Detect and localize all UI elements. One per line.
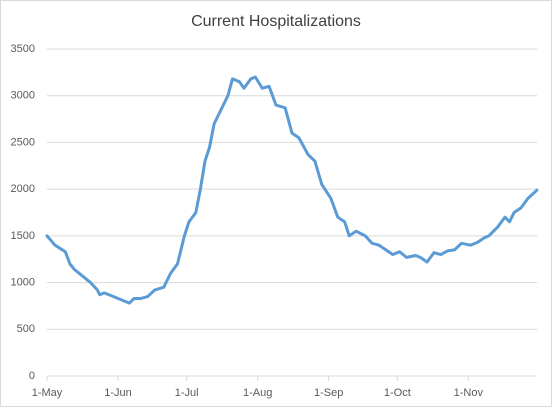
y-tick-label: 500 bbox=[17, 323, 35, 335]
y-tick-label: 2000 bbox=[11, 183, 35, 195]
y-tick-label: 3000 bbox=[11, 90, 35, 102]
x-tick-label: 1-Jul bbox=[175, 387, 199, 399]
y-tick-label: 2500 bbox=[11, 136, 35, 148]
x-tick-label: 1-Sep bbox=[314, 387, 343, 399]
x-tick-label: 1-Nov bbox=[454, 387, 484, 399]
x-tick-label: 1-Aug bbox=[243, 387, 272, 399]
y-tick-label: 0 bbox=[29, 370, 35, 382]
x-tick-label: 1-Jun bbox=[104, 387, 132, 399]
x-tick-label: 1-Oct bbox=[384, 387, 411, 399]
y-tick-label: 1000 bbox=[11, 276, 35, 288]
y-tick-label: 1500 bbox=[11, 230, 35, 242]
chart-title: Current Hospitalizations bbox=[191, 13, 361, 30]
line bbox=[45, 75, 539, 305]
x-tick-label: 1-May bbox=[32, 387, 63, 399]
y-tick-label: 3500 bbox=[11, 43, 35, 55]
